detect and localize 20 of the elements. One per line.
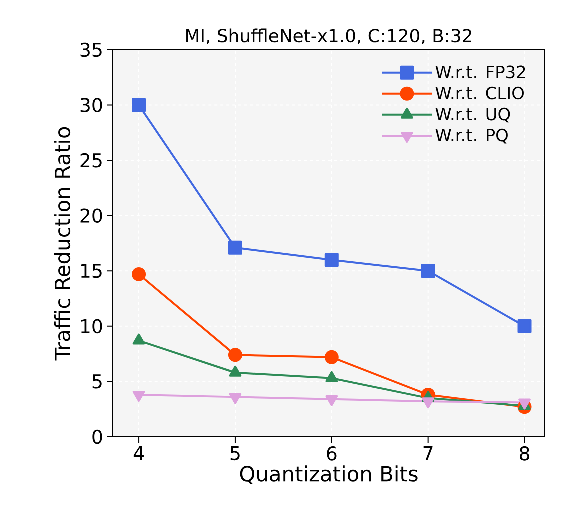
y-tick-label: 30	[80, 98, 102, 112]
y-tick-label: 5	[92, 374, 102, 389]
y-axis-title: Traffic Reduction Ratio	[54, 127, 71, 361]
y-tick-label: 15	[81, 264, 102, 278]
y-tick-label: 0	[92, 430, 102, 444]
y-tick-label: 10	[81, 319, 102, 334]
x-tick-label: 8	[520, 446, 530, 461]
x-tick-label: 5	[230, 446, 240, 461]
chart-title: MI, ShuffleNet-x1.0, C:120, B:32	[186, 28, 472, 44]
x-axis-title: Quantization Bits	[240, 466, 418, 484]
x-tick-label: 6	[327, 446, 337, 461]
legend-label: W.r.t. UQ	[436, 108, 510, 123]
legend-label: W.r.t. CLIO	[436, 86, 524, 100]
x-tick-label: 4	[134, 446, 144, 460]
y-tick-label: 35	[80, 42, 102, 58]
x-tick-label: 7	[424, 446, 433, 460]
y-tick-label: 20	[80, 208, 102, 224]
legend-label: W.r.t. FP32	[436, 66, 526, 79]
legend-label: W.r.t. PQ	[436, 128, 508, 144]
y-tick-label: 25	[80, 153, 102, 168]
